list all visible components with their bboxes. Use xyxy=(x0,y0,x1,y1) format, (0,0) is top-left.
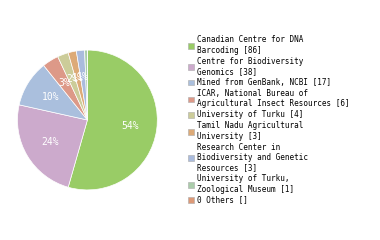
Wedge shape xyxy=(58,53,87,120)
Wedge shape xyxy=(68,50,157,190)
Wedge shape xyxy=(17,105,87,187)
Text: 1%: 1% xyxy=(72,73,84,83)
Text: 1%: 1% xyxy=(77,72,89,82)
Wedge shape xyxy=(76,50,87,120)
Wedge shape xyxy=(44,57,87,120)
Text: 24%: 24% xyxy=(41,137,59,147)
Text: 10%: 10% xyxy=(42,92,59,102)
Text: 3%: 3% xyxy=(59,78,70,88)
Legend: Canadian Centre for DNA
Barcoding [86], Centre for Biodiversity
Genomics [38], M: Canadian Centre for DNA Barcoding [86], … xyxy=(187,35,351,205)
Wedge shape xyxy=(19,66,87,120)
Text: 2%: 2% xyxy=(66,74,78,84)
Wedge shape xyxy=(85,50,87,120)
Text: 54%: 54% xyxy=(122,121,139,131)
Wedge shape xyxy=(68,51,87,120)
